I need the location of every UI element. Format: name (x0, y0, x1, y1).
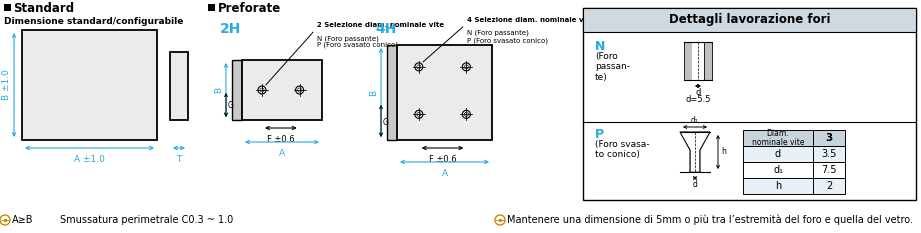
Text: d: d (693, 180, 697, 189)
Bar (583, 8, 916, 200)
Bar (692, 42, 704, 80)
Text: d₁: d₁ (691, 116, 699, 125)
Text: F ±0.6: F ±0.6 (267, 135, 295, 144)
Text: G: G (228, 100, 234, 110)
Text: (Foro svasa-
to conico): (Foro svasa- to conico) (595, 140, 649, 159)
Text: A: A (441, 169, 448, 178)
Bar (704, 42, 712, 80)
Bar (22, 30, 157, 140)
Bar (684, 42, 692, 80)
Bar (4, 4, 11, 11)
Text: T: T (176, 155, 181, 164)
Text: (Foro
passan-
te): (Foro passan- te) (595, 52, 630, 82)
Text: d: d (775, 149, 781, 159)
Text: Dettagli lavorazione fori: Dettagli lavorazione fori (669, 14, 830, 27)
Text: Smussatura perimetrale C0.3 ~ 1.0: Smussatura perimetrale C0.3 ~ 1.0 (60, 215, 233, 225)
Bar (743, 162, 845, 178)
Text: 4 Selezione diam. nominale vite: 4 Selezione diam. nominale vite (467, 17, 594, 23)
Text: G: G (383, 118, 389, 127)
Text: 2: 2 (826, 181, 833, 191)
Text: Standard: Standard (13, 1, 74, 14)
Bar (397, 45, 492, 140)
Text: 3.5: 3.5 (822, 149, 836, 159)
Bar (232, 60, 242, 120)
Text: P: P (595, 128, 604, 141)
Text: A: A (279, 149, 286, 158)
Text: d=5.5: d=5.5 (685, 95, 711, 104)
Text: Mantenere una dimensione di 5mm o più tra l’estremità del foro e quella del vetr: Mantenere una dimensione di 5mm o più tr… (507, 215, 913, 225)
Text: P (Foro svasato conico): P (Foro svasato conico) (317, 42, 398, 48)
Bar (242, 60, 322, 120)
Text: B: B (369, 89, 378, 96)
Polygon shape (680, 132, 710, 172)
Polygon shape (681, 133, 709, 171)
Text: F ±0.6: F ±0.6 (429, 155, 457, 164)
Bar (743, 130, 845, 146)
Text: P (Foro svasato conico): P (Foro svasato conico) (467, 37, 548, 44)
Text: d₁: d₁ (773, 165, 783, 175)
Text: Dimensione standard/configurabile: Dimensione standard/configurabile (4, 17, 183, 26)
Bar (208, 4, 215, 11)
Text: B ±1.0: B ±1.0 (2, 70, 11, 100)
Text: N (Foro passante): N (Foro passante) (467, 30, 529, 37)
Text: 2H: 2H (220, 22, 241, 36)
Text: h: h (721, 147, 726, 157)
Bar (170, 52, 188, 120)
Bar (743, 178, 845, 194)
Text: N (Foro passante): N (Foro passante) (317, 35, 379, 41)
Text: N: N (595, 40, 605, 53)
Bar (387, 45, 397, 140)
Text: B: B (214, 87, 223, 93)
Text: d: d (695, 88, 701, 97)
Text: 7.5: 7.5 (822, 165, 837, 175)
Bar (583, 8, 916, 32)
Text: 4H: 4H (375, 22, 396, 36)
Bar (743, 146, 845, 162)
Text: A ±1.0: A ±1.0 (74, 155, 105, 164)
Text: Diam.
nominale vite: Diam. nominale vite (752, 129, 804, 147)
Text: 3: 3 (825, 133, 833, 143)
Text: 2 Selezione diam. nominale vite: 2 Selezione diam. nominale vite (317, 22, 444, 28)
Text: Preforate: Preforate (218, 1, 281, 14)
Text: A≥B: A≥B (12, 215, 33, 225)
Text: h: h (775, 181, 781, 191)
